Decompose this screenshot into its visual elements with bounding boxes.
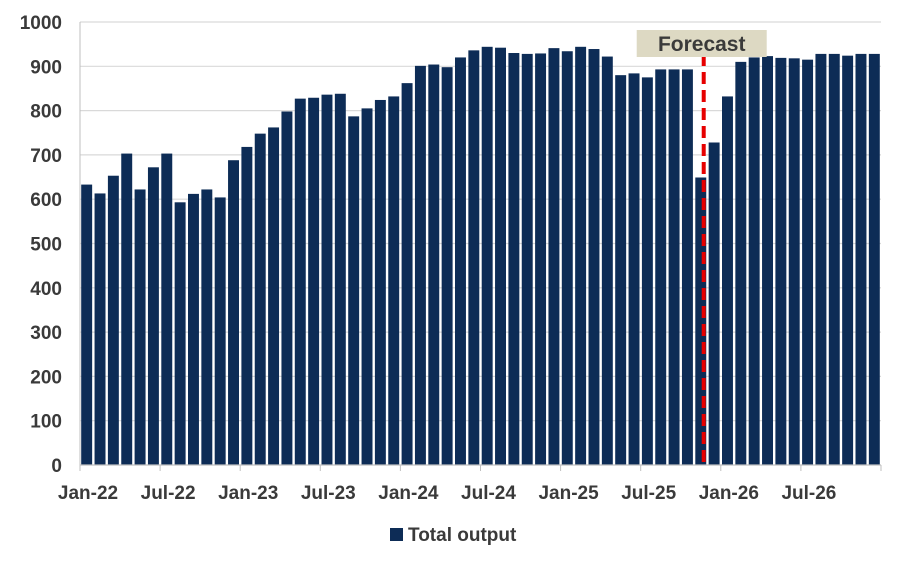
y-tick-label: 400 — [30, 279, 62, 300]
x-tick-label: Jan-23 — [218, 483, 278, 504]
bar-Sep-22 — [188, 193, 199, 465]
bar-Jun-22 — [147, 167, 159, 465]
y-axis-tick-labels: 0 100 200 300 400 500 600 700 800 900 1000 — [20, 13, 62, 477]
bar-Jan-25 — [561, 51, 573, 465]
x-tick-label: Jan-26 — [699, 483, 759, 504]
bar-May-26 — [775, 57, 787, 466]
legend-label-total-output: Total output — [408, 525, 517, 546]
bar-Mar-25 — [588, 49, 600, 465]
bar-Oct-24 — [521, 53, 533, 466]
bar-Dec-23 — [388, 96, 400, 465]
bar-Feb-24 — [414, 65, 426, 466]
bar-Jul-26 — [802, 59, 814, 465]
bar-Apr-26 — [762, 56, 773, 466]
y-tick-label: 600 — [30, 190, 62, 211]
bar-Apr-23 — [281, 111, 293, 466]
axes — [79, 22, 882, 471]
bar-Apr-24 — [441, 67, 453, 465]
bar-series-total-output — [81, 46, 880, 466]
bar-Jan-22 — [81, 184, 93, 465]
bar-Nov-23 — [374, 99, 386, 465]
bar-Aug-25 — [655, 69, 667, 465]
forecast-annotation: Forecast — [636, 30, 767, 465]
forecast-label-box — [636, 30, 767, 57]
bar-Feb-22 — [94, 193, 106, 466]
bar-Jan-24 — [401, 83, 413, 465]
y-tick-label: 800 — [30, 102, 62, 123]
y-tick-label: 700 — [30, 146, 62, 167]
x-tick-label: Jan-25 — [538, 483, 599, 504]
bar-Dec-25 — [708, 142, 720, 465]
x-tick-label: Jan-22 — [58, 483, 118, 504]
bar-Mar-23 — [268, 127, 280, 466]
bar-Aug-23 — [334, 93, 346, 466]
bar-Dec-26 — [868, 53, 880, 466]
bar-Jun-24 — [468, 50, 480, 466]
bar-May-24 — [455, 57, 466, 465]
bar-Nov-25 — [695, 177, 707, 466]
x-tick-label: Jul-23 — [301, 483, 356, 504]
y-tick-label: 500 — [30, 235, 62, 256]
bar-Dec-24 — [548, 48, 560, 466]
bar-Mar-26 — [748, 57, 760, 465]
bar-Jul-24 — [481, 46, 493, 466]
legend-swatch-total-output — [390, 528, 403, 541]
bar-Feb-23 — [254, 133, 266, 466]
bar-Jul-22 — [161, 153, 173, 466]
bar-Jan-26 — [722, 96, 733, 465]
legend: Total output — [390, 525, 517, 546]
bar-Aug-22 — [174, 202, 186, 465]
bar-Sep-24 — [508, 53, 520, 465]
bar-Apr-25 — [601, 56, 613, 465]
bar-Jun-25 — [628, 73, 640, 465]
bar-May-23 — [294, 98, 306, 465]
bar-Apr-22 — [121, 153, 133, 466]
bar-Sep-26 — [828, 53, 840, 466]
bar-Jan-23 — [241, 146, 253, 465]
bar-Feb-26 — [735, 61, 747, 466]
bar-Nov-24 — [535, 53, 547, 465]
x-tick-label: Jul-26 — [781, 483, 836, 504]
bar-Dec-22 — [228, 160, 239, 465]
bar-Jul-23 — [321, 94, 333, 465]
bar-Feb-25 — [575, 46, 587, 466]
y-tick-label: 0 — [51, 456, 62, 477]
x-tick-label: Jul-24 — [461, 483, 516, 504]
bar-Mar-24 — [428, 64, 440, 465]
y-tick-label: 1000 — [20, 13, 62, 34]
bar-Nov-26 — [855, 53, 867, 466]
bar-Jun-23 — [308, 97, 320, 466]
bar-Aug-24 — [495, 47, 506, 465]
bar-Jul-25 — [641, 77, 653, 465]
y-tick-label: 300 — [30, 323, 62, 344]
x-tick-label: Jul-25 — [621, 483, 676, 504]
x-tick-label: Jan-24 — [378, 483, 439, 504]
bar-Sep-23 — [348, 116, 360, 465]
bar-Jun-26 — [788, 58, 800, 466]
bar-Oct-25 — [681, 69, 693, 465]
bar-May-25 — [615, 75, 627, 465]
gridlines — [80, 21, 881, 422]
bar-Sep-25 — [668, 69, 680, 465]
x-axis-tick-labels: Jan-22 Jul-22 Jan-23 Jul-23 Jan-24 Jul-24 Jan-… — [58, 483, 836, 504]
y-tick-label: 200 — [30, 367, 62, 388]
bar-Nov-22 — [214, 197, 226, 466]
bar-Oct-26 — [842, 55, 854, 465]
bar-Oct-23 — [361, 108, 373, 465]
bar-Oct-22 — [201, 189, 213, 466]
bar-Mar-22 — [107, 175, 119, 465]
y-tick-label: 900 — [30, 57, 62, 78]
bar-Aug-26 — [815, 53, 827, 466]
bar-May-22 — [134, 189, 146, 466]
y-tick-label: 100 — [30, 412, 62, 433]
forecast-label: Forecast — [658, 33, 746, 56]
x-tick-label: Jul-22 — [141, 483, 196, 504]
